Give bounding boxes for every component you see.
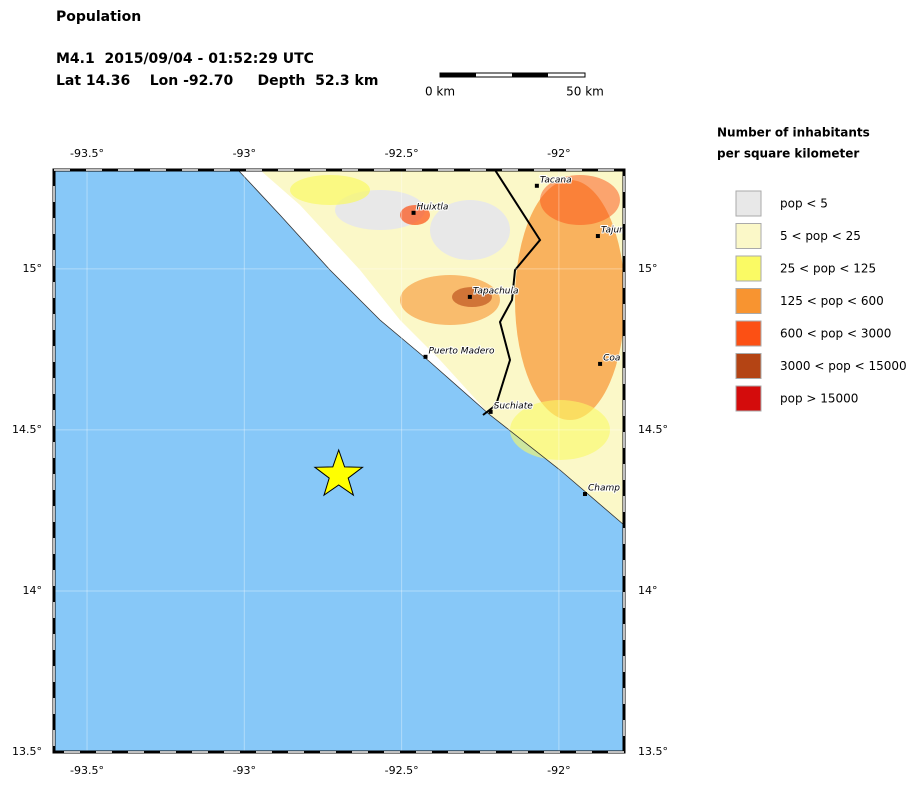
legend-label: pop < 5: [780, 197, 828, 211]
legend-title: Number of inhabitants: [717, 126, 870, 140]
epicenter: [313, 448, 364, 497]
legend-label: 5 < pop < 25: [780, 229, 861, 243]
city-marker: [467, 294, 472, 299]
event-info: M4.1 2015/09/04 - 01:52:29 UTC: [56, 51, 314, 67]
lat-label: 14.5°: [12, 423, 42, 436]
lat-label: 15°: [638, 262, 658, 275]
lon-label: -92°: [547, 764, 570, 777]
city-marker: [411, 210, 416, 215]
city-label: Coa: [603, 353, 620, 363]
border: [482, 170, 542, 416]
legend-swatch: [735, 288, 762, 314]
legend-swatch: [735, 190, 762, 217]
title: Population: [56, 9, 141, 25]
city-label: Tapachula: [473, 286, 519, 296]
city-marker: [598, 361, 603, 366]
city-label: Tacana: [540, 175, 572, 185]
pop-area: [290, 175, 370, 205]
legend-swatch: [735, 223, 762, 249]
pop-area: [452, 287, 492, 307]
legend-title: per square kilometer: [717, 147, 859, 161]
city-label: Puerto Madero: [429, 346, 495, 356]
legend-swatch: [735, 320, 762, 347]
legend-label: pop > 15000: [780, 392, 858, 406]
scale-bar: [439, 72, 586, 78]
legend-swatch: [735, 353, 762, 379]
location-info: Lat 14.36 Lon -92.70 Depth 52.3 km: [56, 73, 378, 89]
pop-area: [540, 175, 620, 225]
legend-swatch: [735, 255, 762, 282]
pop-area: [515, 180, 624, 420]
lon-label: -93.5°: [70, 147, 104, 160]
legend-label: 600 < pop < 3000: [780, 327, 891, 341]
city-label: Huixtla: [417, 202, 449, 212]
lon-label: -93.5°: [70, 764, 104, 777]
lon-label: -92.5°: [385, 147, 419, 160]
lat-label: 14°: [638, 584, 658, 597]
pop-area: [400, 205, 430, 225]
legend-label: 125 < pop < 600: [780, 294, 884, 308]
legend-label: 3000 < pop < 15000: [780, 359, 907, 373]
lat-label: 13.5°: [638, 745, 668, 758]
city-label: Tajum: [601, 226, 628, 236]
lon-label: -92°: [547, 147, 570, 160]
coastline: [237, 170, 624, 526]
lat-label: 14.5°: [638, 423, 668, 436]
scale-end: 50 km: [566, 85, 604, 99]
lat-label: 15°: [23, 262, 43, 275]
lat-label: 14°: [23, 584, 43, 597]
city-label: Champ: [588, 484, 620, 494]
city-marker: [595, 234, 600, 239]
lon-label: -93°: [233, 764, 256, 777]
city-marker: [582, 492, 587, 497]
frame: [52, 168, 626, 754]
city-marker: [423, 354, 428, 359]
legend-label: 25 < pop < 125: [780, 262, 876, 276]
lon-label: -92.5°: [385, 764, 419, 777]
city-marker: [488, 409, 493, 414]
pop-area: [510, 400, 610, 460]
city-marker: [534, 183, 539, 188]
legend-swatch: [735, 385, 762, 412]
lon-label: -93°: [233, 147, 256, 160]
pop-area: [430, 200, 510, 260]
lat-label: 13.5°: [12, 745, 42, 758]
city-label: Suchiate: [494, 401, 534, 411]
scale-start: 0 km: [425, 85, 455, 99]
